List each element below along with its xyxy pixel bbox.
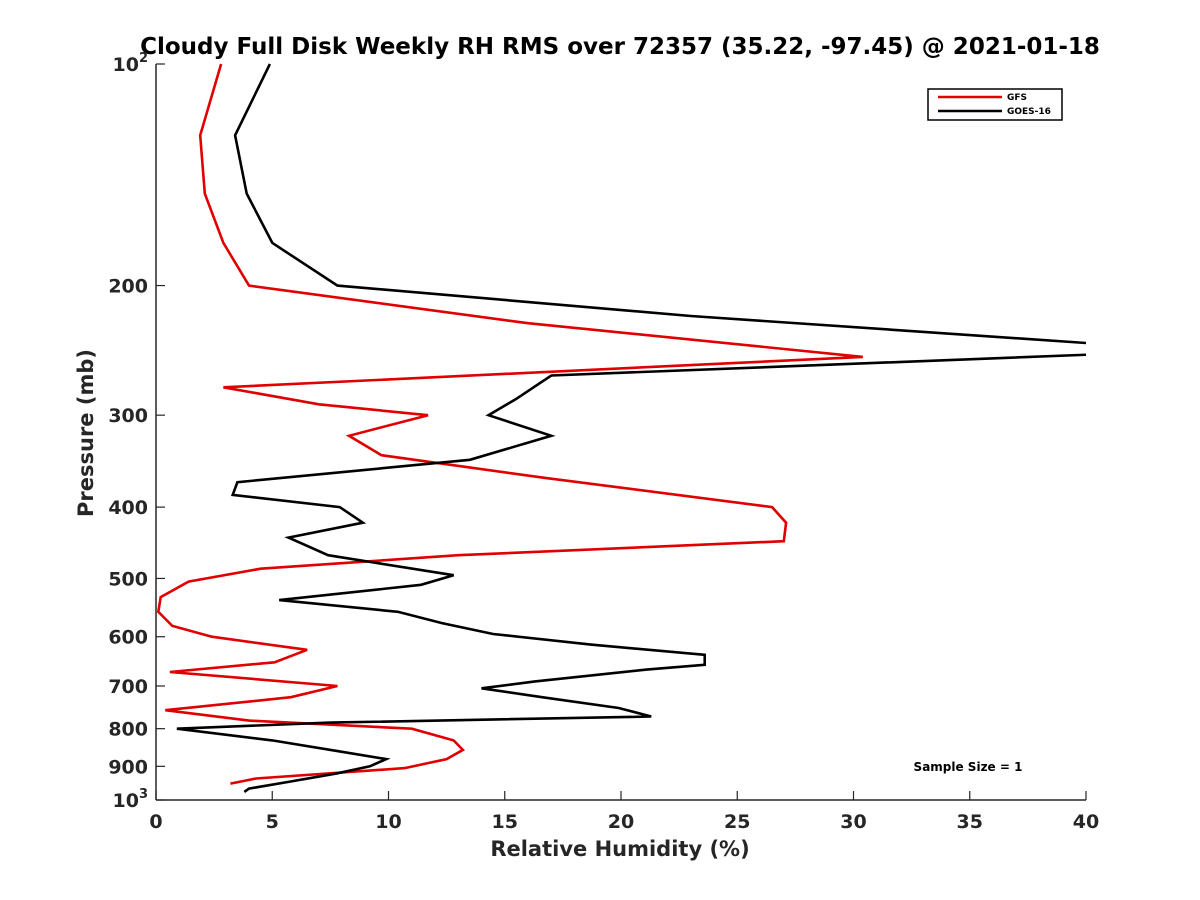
x-tick-label: 15	[492, 811, 518, 833]
y-tick-label: 103	[113, 787, 149, 812]
x-tick-label: 35	[957, 811, 983, 833]
y-tick-label: 900	[108, 756, 148, 778]
legend: GFS GOES-16	[927, 88, 1063, 121]
y-axis-label: Pressure (mb)	[74, 349, 98, 517]
series-line-gfs	[156, 63, 863, 785]
legend-label-goes16: GOES-16	[1007, 107, 1051, 117]
y-tick-label: 600	[108, 627, 148, 649]
x-axis-label: Relative Humidity (%)	[490, 837, 749, 861]
y-tick-label: 400	[108, 497, 148, 519]
x-tick-label: 20	[608, 811, 634, 833]
legend-label-gfs: GFS	[1007, 93, 1027, 103]
sample-size-annotation: Sample Size = 1	[914, 760, 1023, 774]
x-tick-label: 5	[266, 811, 279, 833]
y-axis-ticks: 102 200 300 400 500 600 700 800 900 103	[108, 51, 165, 812]
x-tick-label: 10	[375, 811, 401, 833]
y-tick-label: 102	[113, 51, 149, 76]
y-tick-label: 300	[108, 405, 148, 427]
y-tick-label: 500	[108, 568, 148, 590]
series-line-goes16	[176, 63, 1086, 793]
y-tick-label: 200	[108, 276, 148, 298]
x-axis-ticks: 0 5 10 15 20 25 30 35 40	[149, 791, 1099, 833]
x-tick-label: 0	[149, 811, 162, 833]
x-tick-label: 40	[1073, 811, 1099, 833]
plot-area	[155, 64, 1086, 801]
chart-title: Cloudy Full Disk Weekly RH RMS over 7235…	[140, 34, 1100, 60]
series-layer	[156, 63, 1086, 793]
x-tick-label: 25	[724, 811, 750, 833]
x-tick-label: 30	[840, 811, 866, 833]
y-tick-label: 800	[108, 719, 148, 741]
y-tick-label: 700	[108, 676, 148, 698]
legend-box	[927, 88, 1063, 121]
